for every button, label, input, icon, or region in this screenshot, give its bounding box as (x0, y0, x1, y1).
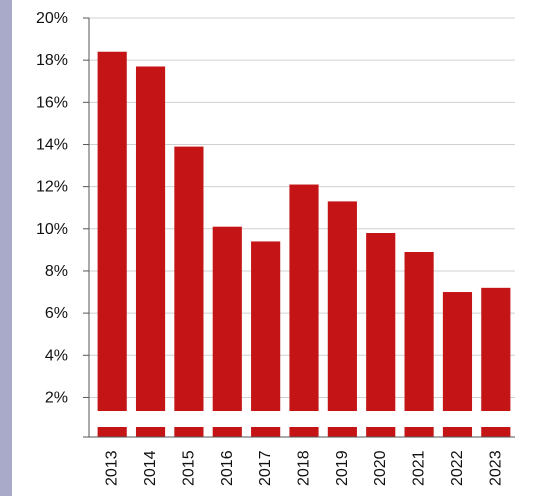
bar-2018 (289, 184, 319, 411)
y-tick-label-8: 8% (45, 263, 68, 280)
bar-2013 (97, 51, 127, 412)
x-tick-label-2019: 2019 (334, 450, 351, 486)
y-tick-label-20: 20% (36, 10, 68, 27)
bar-stub-2016 (212, 427, 242, 437)
x-tick-label-2015: 2015 (180, 450, 197, 486)
y-tick-label-18: 18% (36, 52, 68, 69)
bar-2023 (481, 287, 511, 411)
x-tick-label-2020: 2020 (372, 450, 389, 486)
bar-2022 (442, 292, 473, 411)
bar-stub-2019 (327, 427, 357, 437)
bar-stub-2022 (442, 427, 473, 437)
y-tick-label-2: 2% (45, 389, 68, 406)
bar-stub-2020 (366, 427, 396, 437)
x-tick-label-2018: 2018 (296, 450, 313, 486)
x-tick-label-2014: 2014 (142, 450, 159, 486)
axes (83, 17, 515, 438)
bar-2015 (174, 146, 204, 411)
axis-break-stubs (97, 427, 511, 437)
bar-2021 (404, 251, 434, 411)
y-tick-label-10: 10% (36, 221, 68, 238)
bar-stub-2018 (289, 427, 319, 437)
y-tick-label-4: 4% (45, 347, 68, 364)
x-tick-label-2022: 2022 (449, 450, 466, 486)
bar-stub-2014 (135, 427, 166, 437)
bar-series (97, 51, 511, 412)
bar-2017 (251, 241, 281, 411)
y-tick-label-14: 14% (36, 136, 68, 153)
x-tick-label-2016: 2016 (219, 450, 236, 486)
x-tick-labels: 2013 2014 2015 2016 2017 2018 2019 2020 2021 2022… (104, 450, 505, 486)
bar-stub-2015 (174, 427, 204, 437)
x-tick-label-2013: 2013 (104, 450, 121, 486)
x-tick-label-2023: 2023 (487, 450, 504, 486)
bar-2014 (135, 66, 166, 411)
y-tick-label-12: 12% (36, 179, 68, 196)
y-tick-label-16: 16% (36, 94, 68, 111)
bar-stub-2021 (404, 427, 434, 437)
bar-2016 (212, 226, 242, 411)
bar-2019 (327, 201, 357, 411)
bar-stub-2013 (97, 427, 127, 437)
x-tick-label-2017: 2017 (257, 450, 274, 486)
x-tick-label-2021: 2021 (411, 450, 428, 486)
bar-stub-2023 (481, 427, 511, 437)
side-band (0, 0, 12, 496)
y-tick-labels: 2% 4% 6% 8% 10% 12% 14% 16% 18% 20% (36, 10, 68, 406)
bar-2020 (366, 233, 396, 411)
y-tick-label-6: 6% (45, 305, 68, 322)
bar-stub-2017 (251, 427, 281, 437)
